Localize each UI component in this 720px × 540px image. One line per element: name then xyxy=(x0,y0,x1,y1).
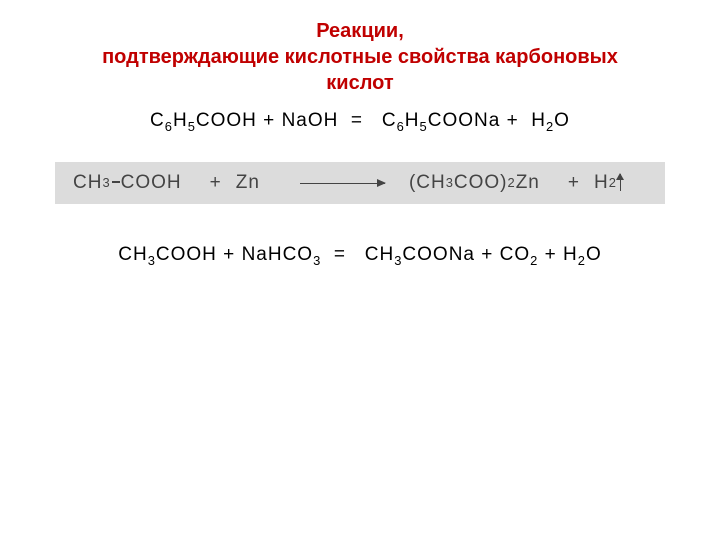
r3-rhs-c: CO xyxy=(500,244,531,265)
title-line-3: кислот xyxy=(326,72,393,94)
r2-lhs-a: CH xyxy=(73,172,102,194)
title-line-1: Реакции, xyxy=(316,20,404,42)
r3-lhs-b: COOH xyxy=(156,244,217,265)
r2-plus-1: + xyxy=(210,172,222,194)
reaction-arrow-icon xyxy=(300,183,385,184)
r2-rhs-d: H xyxy=(594,172,609,194)
r3-rhs-e: O xyxy=(586,244,602,265)
r1-rhs-d: H xyxy=(531,110,546,131)
title-line-2: подтверждающие кислотные свойства карбон… xyxy=(102,46,618,68)
r2-rhs-a: (CH xyxy=(409,172,446,194)
r2-lhs-c: Zn xyxy=(236,172,260,194)
r2-rhs-c: Zn xyxy=(516,172,540,194)
r3-rhs-d-sub: 2 xyxy=(578,253,586,268)
r1-rhs-d-sub: 2 xyxy=(546,119,554,134)
r3-lhs-c-sub: 3 xyxy=(313,253,321,268)
bond-dash-icon xyxy=(112,181,120,184)
r3-plus-3: + xyxy=(545,244,557,265)
r2-rhs-b: COO) xyxy=(454,172,508,194)
r3-eq: = xyxy=(334,244,346,265)
r3-rhs-c-sub: 2 xyxy=(530,253,538,268)
reaction-2: CH3COOH + Zn (CH3COO)2Zn + H2 xyxy=(55,162,665,204)
r1-lhs-c: COOH xyxy=(196,110,257,131)
r3-plus-1: + xyxy=(223,244,235,265)
r1-plus-1: + xyxy=(263,110,275,131)
r3-lhs-a: CH xyxy=(118,244,147,265)
r3-lhs-c: NaHCO xyxy=(242,244,314,265)
reaction-3: CH3COOH + NaHCO3 = CH3COONa + CO2 + H2O xyxy=(0,244,720,266)
r1-lhs-a: C xyxy=(150,110,165,131)
r1-rhs-a: C xyxy=(382,110,397,131)
r2-plus-2: + xyxy=(568,172,580,194)
r1-lhs-d: NaOH xyxy=(282,110,339,131)
r1-lhs-b: H xyxy=(173,110,188,131)
r3-lhs-a-sub: 3 xyxy=(148,253,156,268)
r1-rhs-a-sub: 6 xyxy=(397,119,405,134)
r1-plus-2: + xyxy=(507,110,519,131)
reaction-1: C6H5COOH + NaOH = C6H5COONa + H2O xyxy=(0,110,720,132)
slide: Реакции, подтверждающие кислотные свойст… xyxy=(0,0,720,540)
r1-lhs-b-sub: 5 xyxy=(188,119,196,134)
r3-rhs-a: CH xyxy=(365,244,394,265)
slide-title: Реакции, подтверждающие кислотные свойст… xyxy=(0,18,720,104)
r2-lhs-b: COOH xyxy=(121,172,182,194)
r1-eq: = xyxy=(351,110,363,131)
r1-rhs-e: O xyxy=(554,110,570,131)
r3-rhs-d: H xyxy=(563,244,578,265)
r3-plus-2: + xyxy=(481,244,493,265)
r3-rhs-b: COONa xyxy=(402,244,475,265)
r1-rhs-b: H xyxy=(405,110,420,131)
r1-rhs-c: COONa xyxy=(428,110,501,131)
r1-rhs-b-sub: 5 xyxy=(420,119,428,134)
r1-lhs-a-sub: 6 xyxy=(165,119,173,134)
gas-up-arrow-icon xyxy=(620,174,621,191)
